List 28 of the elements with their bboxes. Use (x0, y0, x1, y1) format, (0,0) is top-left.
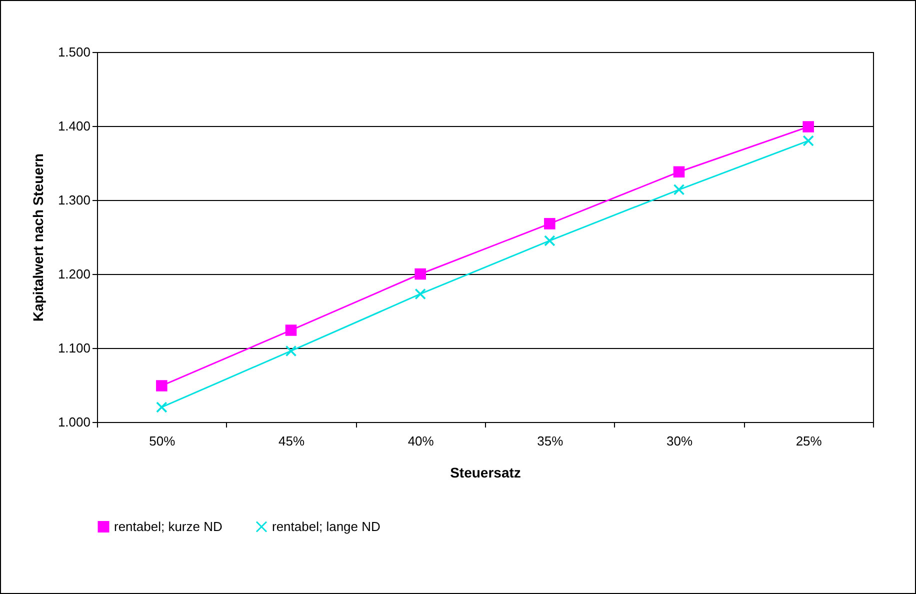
point (544, 235, 556, 246)
x-tick-label: 25% (796, 434, 822, 448)
x-tick-label: 45% (278, 434, 305, 448)
x-tick-label: 30% (666, 434, 693, 448)
x-tick-label: 35% (537, 434, 564, 448)
point (285, 324, 297, 336)
x-tick-label: 50% (149, 434, 176, 448)
y-axis-title: Kapitalwert nach Steuern (30, 153, 46, 322)
point (673, 184, 685, 196)
point (285, 345, 297, 357)
y-tick-label: 1.100 (58, 340, 90, 356)
point (673, 166, 685, 178)
y-tick-label: 1.300 (58, 192, 90, 208)
point (802, 135, 814, 146)
y-tick-label: 1.200 (58, 266, 90, 282)
point (802, 121, 814, 132)
point (544, 218, 556, 230)
x-tick-label: 40% (408, 434, 434, 448)
y-tick-label: 1.400 (58, 118, 90, 134)
legend-label: rentabel; lange ND (272, 518, 380, 534)
point (156, 402, 168, 413)
legend-label: rentabel; kurze ND (114, 518, 222, 534)
point (414, 288, 426, 300)
point (414, 268, 426, 280)
y-tick-label: 1.500 (58, 44, 90, 60)
point (156, 380, 168, 392)
y-tick-label: 1.000 (58, 414, 90, 430)
x-axis-title: Steuersatz (450, 464, 521, 480)
